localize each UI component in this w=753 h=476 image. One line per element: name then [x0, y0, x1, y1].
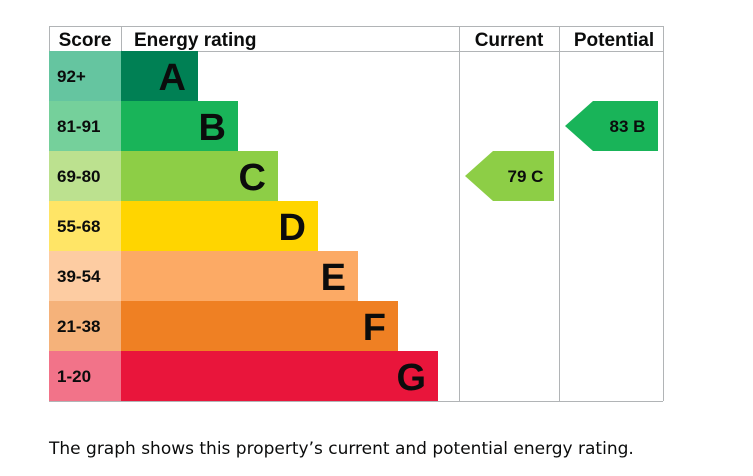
- potential-rating-arrow: [565, 101, 658, 151]
- band-g: 1-20 G: [49, 351, 438, 401]
- band-a-score-label: 92+: [57, 67, 86, 86]
- band-d-score-cell: [49, 201, 121, 251]
- band-f: 21-38 F: [49, 301, 398, 351]
- band-g-bar: [121, 351, 438, 401]
- band-g-score-label: 1-20: [57, 367, 91, 386]
- band-f-score-cell: [49, 301, 121, 351]
- band-d: 55-68 D: [49, 201, 318, 251]
- rating-bands: 92+ A 81-91 B 69-80 C 55-68 D 39-54 E 21-38 F 1-20 G: [49, 51, 438, 401]
- band-b-score-label: 81-91: [57, 117, 100, 136]
- header-energy-rating: Energy rating: [134, 30, 256, 51]
- current-rating-label: 79 C: [508, 167, 544, 186]
- band-e-score-cell: [49, 251, 121, 301]
- current-rating: 79 C: [465, 151, 554, 201]
- band-g-score-cell: [49, 351, 121, 401]
- band-b-bar: [121, 101, 238, 151]
- band-f-score-label: 21-38: [57, 317, 100, 336]
- band-f-bar: [121, 301, 398, 351]
- chart-caption: The graph shows this property’s current …: [49, 439, 634, 459]
- potential-rating-label: 83 B: [610, 117, 646, 136]
- chart-header: Score Energy rating Current Potential: [59, 30, 655, 51]
- band-d-score-label: 55-68: [57, 217, 100, 236]
- band-b-score-cell: [49, 101, 121, 151]
- energy-rating-chart: Score Energy rating Current Potential 92…: [49, 26, 664, 402]
- current-rating-arrow: [465, 151, 554, 201]
- band-c-score-cell: [49, 151, 121, 201]
- rating-markers: 79 C 83 B: [465, 101, 658, 201]
- band-e-score-label: 39-54: [57, 267, 101, 286]
- band-a-score-cell: [49, 51, 121, 101]
- band-d-bar: [121, 201, 318, 251]
- band-c-bar: [121, 151, 278, 201]
- band-d-letter: D: [279, 207, 306, 249]
- header-current: Current: [475, 30, 544, 51]
- band-a-bar: [121, 51, 198, 101]
- band-a-letter: A: [159, 57, 186, 99]
- band-b-letter: B: [199, 107, 226, 149]
- band-f-letter: F: [363, 307, 386, 349]
- band-g-letter: G: [396, 357, 426, 399]
- band-c: 69-80 C: [49, 151, 278, 201]
- band-a: 92+ A: [49, 51, 198, 101]
- header-score: Score: [59, 30, 112, 51]
- band-e-bar: [121, 251, 358, 301]
- band-e-letter: E: [321, 257, 346, 299]
- potential-rating: 83 B: [565, 101, 658, 151]
- band-e: 39-54 E: [49, 251, 358, 301]
- band-c-score-label: 69-80: [57, 167, 100, 186]
- band-c-letter: C: [239, 157, 266, 199]
- header-potential: Potential: [574, 30, 654, 51]
- band-b: 81-91 B: [49, 101, 238, 151]
